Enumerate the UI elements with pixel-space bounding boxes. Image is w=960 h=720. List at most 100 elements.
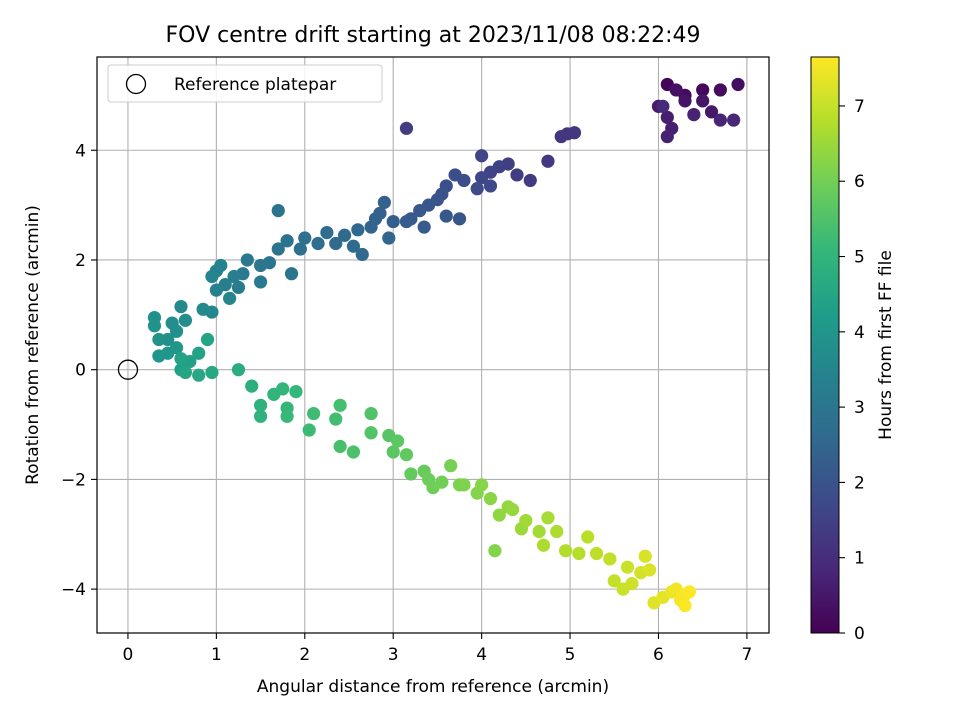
data-point: [192, 346, 206, 360]
data-point: [404, 467, 418, 481]
data-point: [289, 385, 303, 399]
data-point: [311, 236, 325, 251]
colorbar-tick-label: 5: [854, 248, 865, 268]
colorbar-tick-label: 7: [854, 97, 865, 117]
data-point: [192, 368, 206, 382]
data-point: [276, 382, 290, 396]
data-point: [687, 108, 701, 122]
legend-reference-label: Reference platepar: [174, 75, 336, 95]
x-tick-label: 7: [741, 645, 752, 665]
data-point: [174, 352, 188, 366]
data-point: [152, 332, 166, 347]
data-point: [346, 239, 361, 253]
colorbar-tick-label: 6: [854, 172, 865, 192]
data-point: [439, 209, 453, 223]
data-point: [727, 113, 741, 127]
data-point: [559, 544, 573, 558]
data-point: [475, 171, 489, 185]
data-point: [444, 459, 458, 473]
data-point: [505, 502, 520, 517]
colorbar-tick-label: 1: [854, 549, 865, 569]
data-point: [483, 492, 498, 506]
data-point: [386, 445, 400, 459]
data-point: [253, 398, 268, 412]
data-point: [713, 83, 727, 97]
data-point: [169, 341, 184, 355]
data-point: [214, 258, 228, 273]
data-point: [399, 121, 414, 135]
data-point: [638, 549, 652, 563]
data-point: [678, 598, 692, 613]
data-point: [567, 126, 582, 140]
data-point: [209, 283, 223, 297]
data-point: [196, 302, 210, 316]
x-tick-label: 0: [123, 645, 134, 665]
colorbar-tick-label: 0: [854, 624, 865, 644]
colorbar: 0 1 2 3 4 5 6 7 Hours from first FF file: [810, 56, 896, 644]
data-point: [364, 426, 378, 440]
data-point: [253, 258, 268, 273]
x-tick-label: 1: [211, 645, 222, 665]
x-tick-label: 5: [565, 645, 576, 665]
data-point: [413, 204, 427, 218]
data-point: [607, 574, 621, 588]
y-axis-ticks: −4 −2 0 2 4: [61, 141, 97, 600]
legend: Reference platepar: [107, 64, 383, 103]
x-axis-label: Angular distance from reference (arcmin): [257, 677, 609, 697]
data-point: [470, 182, 484, 196]
data-point: [475, 149, 489, 163]
data-point: [696, 94, 710, 108]
x-tick-label: 6: [653, 645, 664, 665]
data-point: [333, 439, 347, 454]
data-point: [178, 365, 193, 380]
data-point: [320, 225, 334, 240]
data-point: [147, 319, 162, 333]
data-point: [253, 275, 268, 289]
colorbar-label: Hours from first FF file: [876, 250, 896, 440]
plot-frame: [96, 56, 770, 634]
data-point: [280, 234, 294, 248]
data-point: [589, 546, 604, 561]
data-point: [333, 398, 347, 412]
data-point: [492, 508, 506, 522]
data-point: [271, 242, 285, 256]
reference-point: [117, 359, 139, 380]
data-point: [435, 475, 449, 489]
data-point: [205, 269, 219, 284]
data-point: [581, 530, 595, 544]
x-tick-label: 4: [476, 645, 487, 665]
data-point: [355, 247, 369, 262]
data-point: [452, 212, 467, 226]
data-point: [386, 214, 400, 229]
data-point: [169, 324, 184, 338]
data-point: [351, 223, 365, 237]
data-point: [307, 406, 321, 421]
data-point: [298, 231, 312, 245]
data-point: [245, 379, 259, 393]
data-point: [523, 173, 537, 188]
data-point: [625, 577, 639, 591]
y-tick-label: 0: [75, 361, 86, 381]
colorbar-tick-label: 3: [854, 398, 865, 418]
data-point: [541, 154, 555, 168]
y-tick-label: −4: [61, 580, 86, 600]
data-point: [293, 242, 307, 256]
data-point: [572, 546, 586, 561]
data-point: [399, 448, 414, 462]
data-point: [656, 99, 670, 113]
data-point: [660, 129, 674, 144]
colorbar-tick-label: 4: [854, 323, 865, 343]
data-point: [329, 412, 343, 426]
data-point: [669, 83, 683, 97]
data-point: [488, 544, 502, 558]
data-point: [643, 563, 657, 577]
data-point: [696, 83, 710, 97]
data-point: [554, 129, 568, 144]
data-point: [174, 300, 188, 314]
y-tick-label: 4: [75, 141, 86, 161]
data-point: [448, 168, 462, 182]
chart-title: FOV centre drift starting at 2023/11/08 …: [166, 23, 701, 48]
data-point: [280, 409, 294, 423]
data-point: [178, 313, 193, 327]
colorbar-ticks: 0 1 2 3 4 5 6 7: [839, 97, 865, 644]
